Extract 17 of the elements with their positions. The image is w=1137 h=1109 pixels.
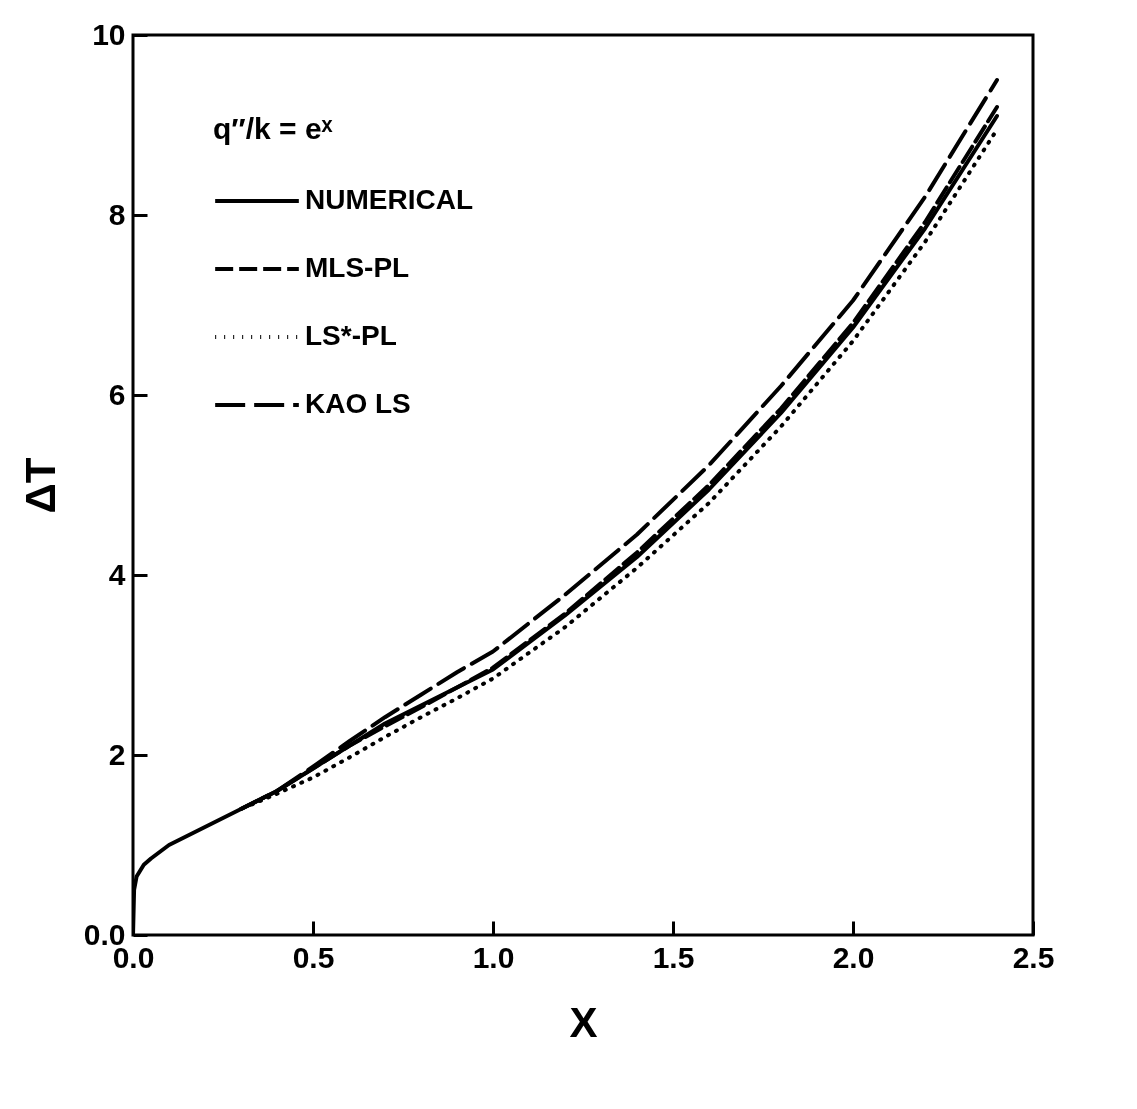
x-tick-label: 2.0 — [832, 940, 875, 974]
x-tick-label: 0.5 — [292, 940, 335, 974]
y-tick-label: 10 — [92, 17, 126, 51]
legend-label: KAO LS — [305, 388, 411, 419]
x-tick-label: 1.0 — [472, 940, 515, 974]
legend-label: NUMERICAL — [305, 184, 473, 215]
legend-title: q″/k = eˣ — [213, 112, 334, 145]
y-tick-label: 4 — [108, 557, 126, 591]
y-tick-label: 8 — [108, 197, 126, 231]
y-axis-title: ΔT — [16, 457, 64, 514]
y-tick-label: 6 — [108, 377, 126, 411]
x-tick-label: 1.5 — [652, 940, 695, 974]
y-tick-label: 2 — [108, 737, 126, 771]
x-tick-label: 2.5 — [1012, 940, 1055, 974]
legend-label: MLS-PL — [305, 252, 410, 283]
x-axis-title: X — [569, 998, 598, 1046]
legend-label: LS*-PL — [305, 320, 397, 351]
